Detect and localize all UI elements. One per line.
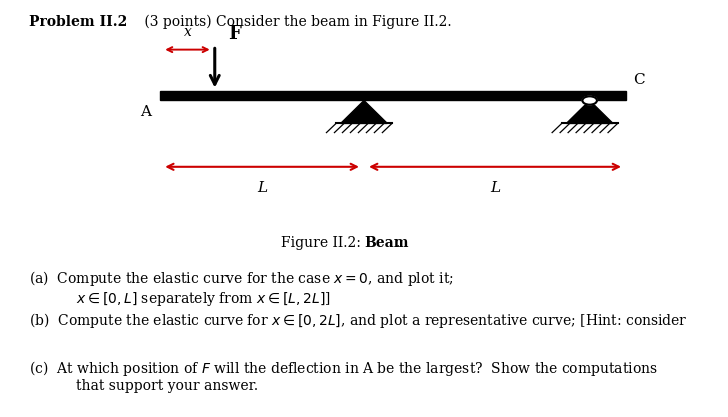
Text: .: .	[396, 236, 400, 250]
Text: x: x	[183, 25, 191, 39]
Text: $x \in [0, L]$ separately from $x \in [L, 2L]$]: $x \in [0, L]$ separately from $x \in [L…	[76, 290, 331, 308]
Circle shape	[582, 96, 597, 105]
Text: Figure II.2:: Figure II.2:	[282, 236, 364, 250]
Text: A: A	[141, 105, 151, 119]
Text: L: L	[490, 181, 500, 196]
Polygon shape	[341, 100, 387, 123]
Text: Beam: Beam	[364, 236, 408, 250]
Bar	[160, 91, 626, 100]
Text: (a)  Compute the elastic curve for the case $x = 0$, and plot it;: (a) Compute the elastic curve for the ca…	[29, 269, 454, 288]
Text: F: F	[228, 25, 241, 43]
Text: (b)  Compute the elastic curve for $x \in [0, 2L]$, and plot a representative cu: (b) Compute the elastic curve for $x \in…	[29, 311, 688, 330]
Text: Problem II.2: Problem II.2	[29, 15, 127, 29]
Text: (c)  At which position of $F$ will the deflection in A be the largest?  Show the: (c) At which position of $F$ will the de…	[29, 359, 658, 378]
Text: L: L	[257, 181, 267, 196]
Text: C: C	[633, 73, 645, 87]
Text: that support your answer.: that support your answer.	[76, 379, 258, 394]
Text: (3 points) Consider the beam in Figure II.2.: (3 points) Consider the beam in Figure I…	[140, 15, 451, 29]
Polygon shape	[566, 100, 613, 123]
